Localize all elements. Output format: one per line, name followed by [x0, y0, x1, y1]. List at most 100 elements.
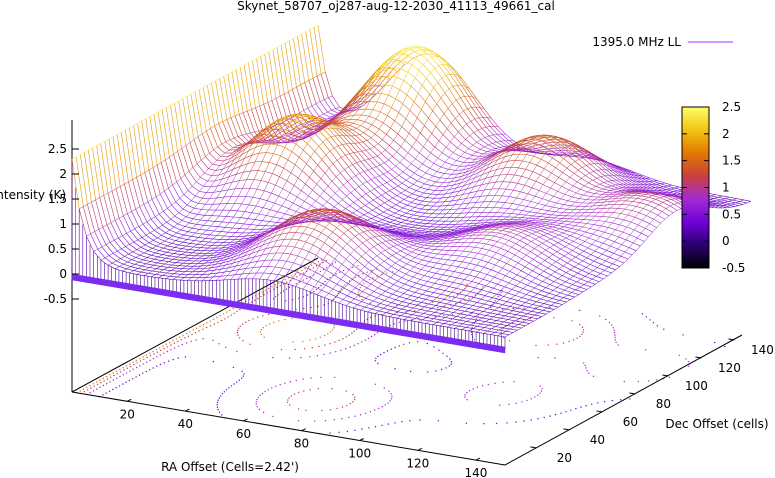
mesh-line — [427, 248, 435, 250]
mesh-line — [175, 198, 180, 203]
mesh-line — [136, 271, 142, 275]
mesh-line — [266, 152, 274, 154]
mesh-line — [244, 62, 249, 66]
contour-point — [302, 279, 304, 281]
mesh-line — [391, 302, 399, 305]
mesh-line — [659, 197, 668, 201]
mesh-line — [436, 171, 445, 174]
mesh-line — [304, 212, 313, 214]
mesh-line — [315, 218, 324, 221]
contour-point — [358, 274, 360, 277]
mesh-line — [410, 210, 418, 213]
surface-mesh — [71, 24, 752, 354]
mesh-line — [128, 179, 133, 183]
mesh-line — [559, 258, 568, 264]
mesh-line — [438, 65, 447, 76]
mesh-line — [326, 201, 335, 208]
mesh-line — [455, 118, 463, 128]
mesh-line — [480, 306, 488, 309]
mesh-line — [467, 246, 475, 248]
contour-point — [309, 339, 311, 341]
mesh-line — [476, 231, 484, 233]
mesh-line — [411, 251, 420, 255]
mesh-line — [505, 308, 514, 311]
mesh-line — [602, 188, 611, 191]
mesh-line — [557, 242, 566, 247]
mesh-line — [571, 205, 579, 207]
mesh-line — [173, 253, 182, 255]
mesh-line — [531, 220, 540, 222]
contour-point — [472, 388, 474, 390]
mesh-line — [554, 182, 562, 187]
contour-point — [212, 339, 214, 342]
mesh-line — [363, 279, 371, 285]
mesh-line — [541, 226, 549, 229]
mesh-line — [346, 195, 354, 203]
mesh-line — [148, 167, 154, 171]
mesh-line — [329, 279, 338, 285]
mesh-line — [527, 143, 535, 145]
mesh-line — [367, 80, 376, 86]
mesh-line — [467, 285, 475, 289]
contour-point — [301, 269, 303, 272]
mesh-line — [267, 140, 273, 142]
mesh-line — [348, 219, 357, 227]
mesh-line — [178, 100, 187, 146]
mesh-line — [626, 187, 634, 190]
mesh-line — [310, 156, 318, 166]
mesh-line — [310, 132, 315, 134]
mesh-line — [555, 302, 563, 305]
contour-point — [448, 365, 451, 367]
mesh-line — [196, 224, 204, 226]
mesh-line — [402, 232, 410, 235]
mesh-line — [129, 272, 137, 275]
mesh-line — [340, 224, 349, 231]
mesh-line — [216, 235, 225, 237]
mesh-line — [468, 170, 477, 175]
mesh-line — [229, 173, 237, 177]
mesh-line — [649, 192, 657, 195]
mesh-line — [505, 234, 513, 238]
mesh-line — [648, 181, 657, 185]
contour-point — [93, 385, 95, 387]
mesh-line — [222, 121, 231, 140]
mesh-line — [413, 101, 422, 110]
contour-point — [314, 338, 317, 340]
mesh-line — [360, 224, 368, 231]
mesh-line — [454, 271, 462, 274]
mesh-line — [213, 251, 222, 254]
mesh-line — [283, 252, 291, 255]
mesh-line — [454, 228, 463, 230]
mesh-line — [263, 102, 268, 105]
mesh-line — [227, 153, 236, 157]
mesh-line — [621, 175, 629, 181]
mesh-line — [537, 293, 545, 297]
mesh-line — [441, 197, 449, 199]
mesh-line — [430, 314, 438, 317]
mesh-line — [116, 260, 124, 265]
mesh-line — [596, 177, 605, 183]
mesh-line — [243, 65, 252, 110]
mesh-line — [532, 171, 541, 176]
mesh-line — [104, 141, 113, 191]
mesh-line — [521, 149, 529, 151]
mesh-line — [153, 240, 161, 244]
mesh-line — [531, 311, 539, 313]
mesh-line — [193, 218, 201, 221]
mesh-line — [136, 249, 145, 254]
mesh-line — [305, 183, 313, 191]
mesh-line — [345, 258, 354, 266]
mesh-line — [539, 148, 548, 151]
contour-point — [450, 363, 452, 365]
mesh-line — [498, 126, 506, 135]
mesh-line — [532, 149, 540, 152]
contour-point — [279, 292, 282, 294]
mesh-line — [385, 291, 393, 295]
mesh-line — [593, 260, 602, 265]
contour-point — [352, 401, 354, 403]
mesh-line — [501, 151, 510, 155]
contour-point — [236, 310, 238, 313]
mesh-line — [666, 200, 675, 205]
mesh-line — [375, 118, 384, 124]
mesh-line — [660, 183, 668, 187]
